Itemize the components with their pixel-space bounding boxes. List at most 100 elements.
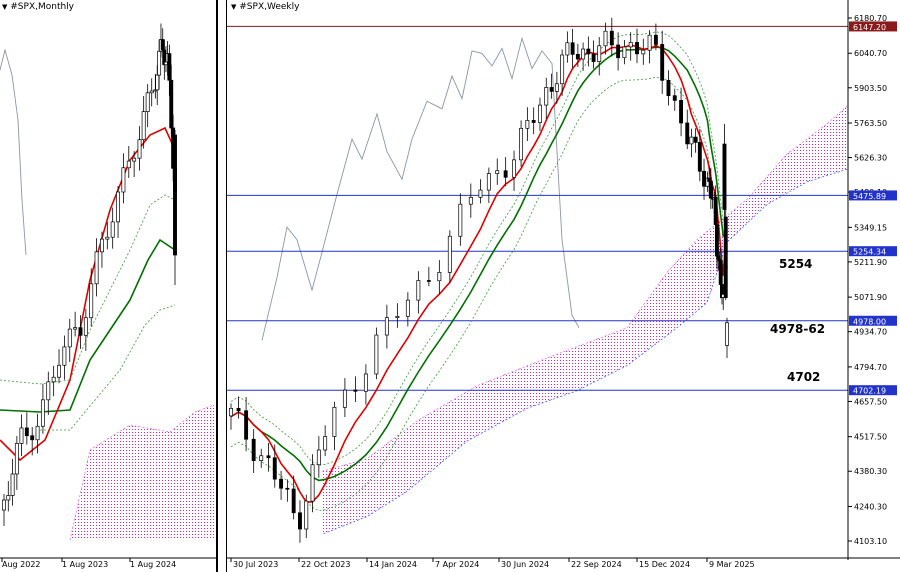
weekly-candle (486, 167, 491, 204)
candle-body (603, 30, 608, 47)
kijun-sen-line (0, 238, 176, 413)
chikou-span-line (261, 36, 580, 341)
weekly-candle (342, 378, 347, 418)
candle-body (549, 87, 554, 92)
candle-body (105, 236, 110, 240)
candle-body (160, 39, 165, 51)
level-tag-label: 6147.20 (853, 23, 886, 32)
candle-body (458, 203, 463, 237)
candle-body (310, 464, 315, 502)
level-tag-bg (849, 21, 897, 32)
time-tick-label: 1 Aug 2024 (130, 560, 176, 569)
weekly-candle (416, 271, 421, 314)
weekly-candle (538, 97, 542, 131)
candle-body (62, 346, 67, 366)
candle-body (575, 53, 580, 60)
weekly-candle (285, 479, 290, 502)
candle-body (51, 376, 56, 383)
candle-body (279, 478, 284, 489)
candle-body (437, 271, 442, 282)
monthly-candle (2, 494, 6, 526)
weekly-candle (603, 22, 608, 55)
monthly-chart-canvas[interactable]: Aug 2022 1 Aug 2023 1 Aug 2024 (0, 0, 216, 572)
senkou-span-a-line (321, 105, 848, 472)
weekly-candle (622, 39, 627, 65)
time-tick-label: 30 Jul 2023 (233, 560, 278, 569)
dropdown-arrow-icon[interactable]: ▼ (2, 3, 8, 11)
monthly-chart-panel[interactable]: ▼ #SPX,Monthly Aug 2022 1 Aug 2023 1 Aug 2… (0, 0, 218, 572)
weekly-candle (581, 42, 586, 71)
candle-body (647, 34, 652, 51)
weekly-candle (554, 71, 559, 104)
candle-body (244, 410, 249, 440)
monthly-candle (100, 231, 104, 268)
candle-body (167, 53, 172, 81)
candle-body (519, 127, 524, 161)
weekly-chart-panel[interactable]: ▼ #SPX,Weekly 6180.70 6040.70 5903.50 5763.… (226, 0, 900, 572)
weekly-candle (447, 230, 452, 284)
candle-body (531, 120, 536, 123)
candle-body (672, 95, 677, 101)
candle-body (512, 159, 516, 178)
weekly-title-text: #SPX,Weekly (239, 2, 300, 12)
kumo-cloud (322, 106, 847, 535)
candle-body (374, 334, 379, 375)
candle-body (19, 427, 24, 444)
candle-body (635, 42, 639, 55)
senkou-span-b-line (321, 168, 848, 535)
weekly-chart-canvas[interactable]: 6180.706040.705903.505763.505626.305489.… (227, 0, 900, 572)
weekly-candle (478, 179, 483, 204)
candle-body (426, 280, 431, 282)
candle-body (141, 111, 146, 141)
weekly-candle (519, 120, 524, 167)
time-tick-label: 30 Jun 2024 (501, 560, 549, 569)
dropdown-arrow-icon[interactable]: ▼ (231, 3, 237, 11)
candle-body (132, 157, 137, 162)
candle-body (251, 438, 256, 461)
monthly-candle (149, 78, 154, 107)
candle-body (597, 45, 602, 62)
monthly-candle (51, 365, 56, 397)
candle-body (24, 427, 29, 437)
candle-body (126, 160, 131, 169)
weekly-candle (332, 401, 337, 451)
candle-body (538, 104, 542, 123)
candle-body (363, 373, 368, 392)
candle-body (121, 167, 126, 193)
candle-body (660, 44, 665, 81)
monthly-candle (94, 238, 99, 297)
time-tick-label: 1 Aug 2023 (62, 560, 108, 569)
candle-body (342, 389, 347, 408)
level-annotation: 4978-62 (770, 322, 825, 336)
price-tick-label: 4103.10 (854, 537, 887, 546)
level-tag-bg (849, 246, 897, 257)
candle-body (116, 191, 120, 223)
time-tick-label: 22 Oct 2023 (301, 560, 350, 569)
candle-body (586, 48, 591, 55)
price-tick-label: 6180.70 (854, 14, 887, 23)
candle-body (495, 170, 500, 174)
candle-body (707, 177, 712, 182)
candle-body (722, 143, 727, 210)
price-tick-label: 6040.70 (854, 49, 887, 58)
price-tick-label: 5211.90 (854, 258, 887, 267)
weekly-candle (647, 30, 652, 64)
candle-body (46, 381, 51, 401)
candle-body (725, 322, 729, 346)
price-tick-label: 4794.70 (854, 363, 887, 372)
candle-body (525, 120, 530, 129)
monthly-candle (10, 458, 15, 506)
time-tick-label: 14 Jan 2024 (369, 560, 417, 569)
candle-body (110, 221, 115, 238)
candle-body (609, 30, 614, 46)
candle-body (622, 46, 627, 59)
weekly-candle (597, 36, 602, 76)
senkou-span-a-line (69, 404, 215, 541)
monthly-candle (105, 222, 110, 250)
candle-body (353, 389, 358, 392)
weekly-candle (531, 107, 536, 135)
candle-body (554, 83, 559, 92)
weekly-candle (653, 23, 658, 51)
monthly-candle (73, 311, 78, 337)
weekly-candle (291, 475, 296, 520)
